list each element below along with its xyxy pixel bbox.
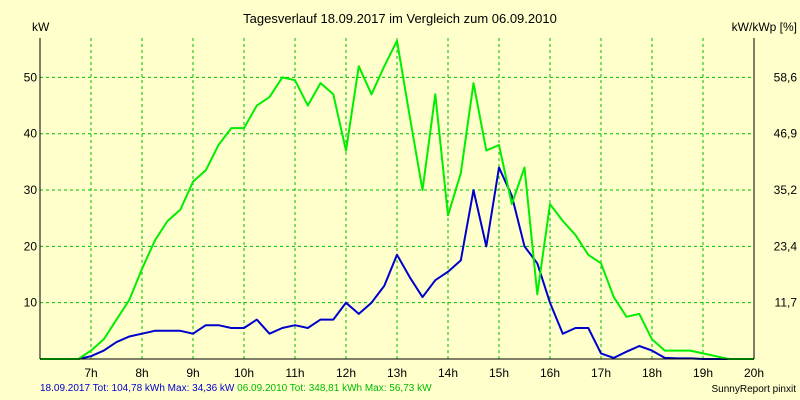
x-tick-label: 16h xyxy=(540,366,560,380)
grid xyxy=(40,38,754,359)
series-group xyxy=(40,39,754,360)
x-tick-label: 9h xyxy=(186,366,199,380)
chart-footer: 18.09.2017 Tot: 104,78 kWh Max: 34,36 kW… xyxy=(40,383,432,394)
x-tick-label: 15h xyxy=(489,366,509,380)
y-axis-left-label: kW xyxy=(32,20,50,34)
y-tick-label-right: 35,2 xyxy=(774,183,798,197)
y-tick-label-right: 23,4 xyxy=(774,239,798,253)
x-tick-label: 12h xyxy=(336,366,356,380)
x-tick-label: 11h xyxy=(285,366,304,380)
x-tick-label: 17h xyxy=(591,366,611,380)
x-tick-label: 19h xyxy=(693,366,713,380)
y-tick-label-right: 58,6 xyxy=(774,70,798,84)
y-tick-label-right: 46,9 xyxy=(774,127,798,141)
plot-frame xyxy=(39,38,755,360)
footer-series-1: 18.09.2017 Tot: 104,78 kWh Max: 34,36 kW xyxy=(40,383,235,394)
y-tick-label-left: 50 xyxy=(24,70,38,84)
y-axis-right-label: kW/kWp [%] xyxy=(732,20,797,34)
y-tick-label-left: 10 xyxy=(24,296,38,310)
x-tick-label: 8h xyxy=(135,366,148,380)
series-line-2 xyxy=(40,39,754,360)
x-tick-label: 20h xyxy=(744,366,764,380)
series-line-1 xyxy=(40,166,754,360)
x-tick-label: 13h xyxy=(387,366,407,380)
tick-labels: 7h 8h 9h 10h 11h 12h 13h 14h 15h 16h 17h 18h 19h 20h 1… xyxy=(24,70,798,380)
y-tick-label-left: 40 xyxy=(24,127,38,141)
x-tick-label: 18h xyxy=(642,366,662,380)
x-tick-label: 14h xyxy=(438,366,458,380)
y-tick-label-left: 20 xyxy=(24,239,38,253)
y-tick-label-left: 30 xyxy=(24,183,38,197)
footer-series-2: 06.09.2010 Tot: 348,81 kWh Max: 56,73 kW xyxy=(237,383,432,394)
x-tick-label: 10h xyxy=(234,366,254,380)
chart-title: Tagesverlauf 18.09.2017 im Vergleich zum… xyxy=(243,11,557,26)
credit-text: SunnyReport pinxit xyxy=(711,384,797,395)
x-tick-label: 7h xyxy=(84,366,97,380)
y-tick-label-right: 11,7 xyxy=(775,296,798,310)
